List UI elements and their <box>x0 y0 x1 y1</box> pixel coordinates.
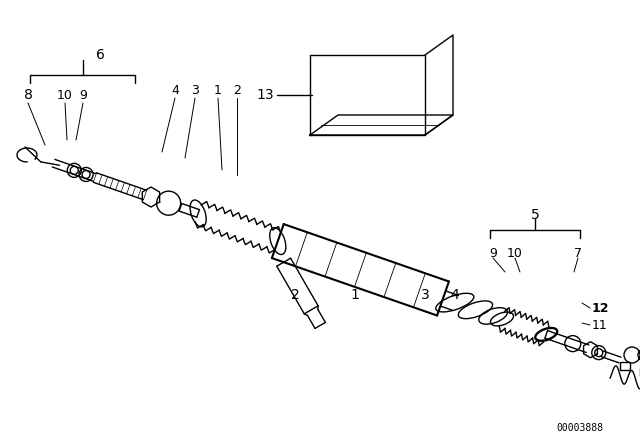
Text: 10: 10 <box>57 89 73 102</box>
Text: 5: 5 <box>531 208 540 222</box>
Text: 11: 11 <box>592 319 608 332</box>
Text: 2: 2 <box>291 288 300 302</box>
Text: 7: 7 <box>574 246 582 259</box>
Text: 13: 13 <box>256 88 274 102</box>
Text: 6: 6 <box>95 48 104 62</box>
Text: 00003888: 00003888 <box>557 423 604 433</box>
Text: 4: 4 <box>451 288 460 302</box>
Text: 2: 2 <box>233 83 241 96</box>
Text: 1: 1 <box>351 288 360 302</box>
Text: 3: 3 <box>420 288 429 302</box>
Text: 8: 8 <box>24 88 33 102</box>
Text: 9: 9 <box>489 246 497 259</box>
Text: 9: 9 <box>79 89 87 102</box>
Text: 4: 4 <box>171 83 179 96</box>
Text: 1: 1 <box>214 83 222 96</box>
Text: 3: 3 <box>191 83 199 96</box>
Text: 12: 12 <box>591 302 609 314</box>
Text: 10: 10 <box>507 246 523 259</box>
Bar <box>620 362 630 370</box>
